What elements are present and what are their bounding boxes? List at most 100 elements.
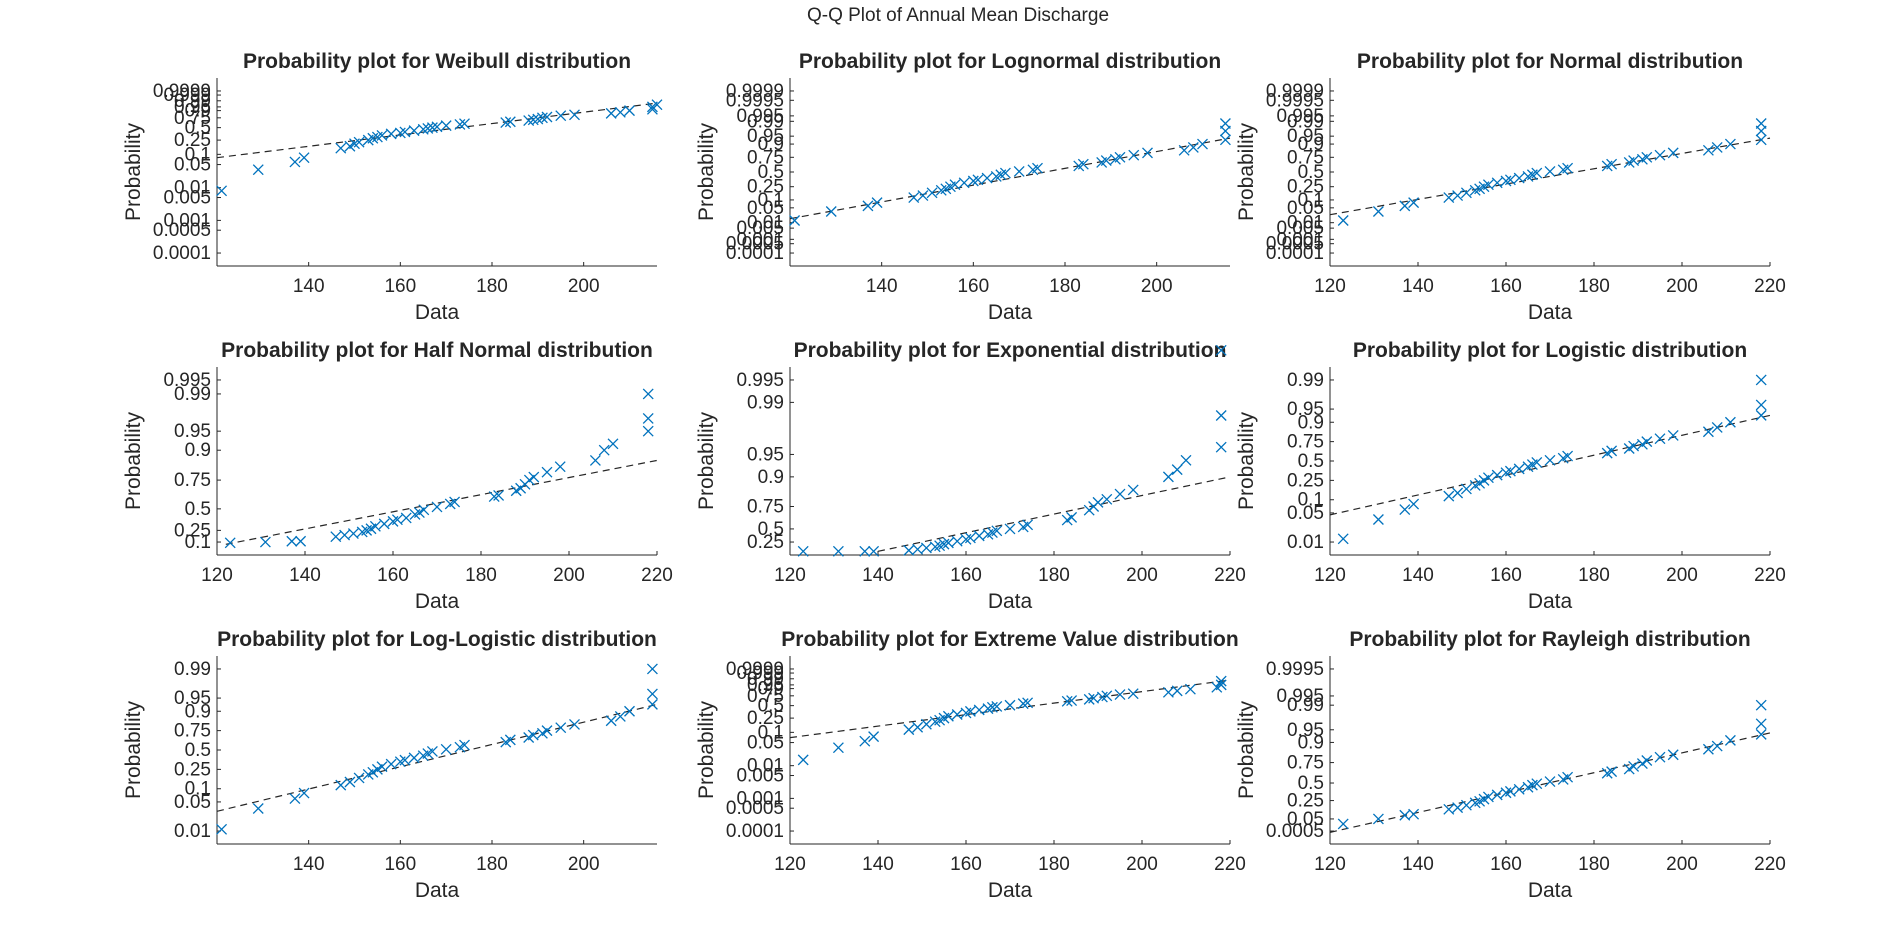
reference-line: [789, 137, 1231, 220]
data-point: [912, 721, 924, 733]
data-point: [951, 535, 963, 547]
y-tick-label: 0.05: [174, 155, 211, 176]
data-point: [1606, 766, 1618, 778]
y-tick-label: 0.995: [736, 106, 784, 127]
y-tick-label: 0.25: [174, 759, 211, 780]
x-axis-label: Data: [1528, 301, 1573, 324]
data-point: [504, 734, 516, 746]
x-tick-label: 120: [1314, 565, 1346, 586]
x-tick-label: 160: [950, 565, 982, 586]
x-tick-label: 120: [1314, 276, 1346, 297]
y-tick-label: 0.5: [758, 162, 784, 183]
x-tick-label: 180: [1578, 276, 1610, 297]
y-tick-label: 0.1: [185, 779, 211, 800]
subplot-8: Probability plot for Extreme Value distr…: [695, 628, 1246, 902]
y-axis-label: Probability: [695, 122, 718, 221]
data-point: [1641, 755, 1653, 766]
data-point: [1337, 215, 1349, 226]
data-point: [541, 466, 553, 478]
data-point: [295, 535, 307, 547]
x-tick-label: 220: [641, 565, 673, 586]
data-point: [868, 545, 880, 557]
y-tick-label: 0.9999: [153, 81, 211, 102]
subplot-2: Probability plot for Lognormal distribut…: [695, 50, 1231, 324]
data-point: [1544, 454, 1556, 466]
data-point: [1755, 718, 1767, 730]
data-point: [1408, 197, 1420, 209]
data-point: [488, 491, 500, 503]
x-tick-label: 180: [476, 276, 508, 297]
data-point: [1755, 728, 1767, 740]
data-point: [614, 711, 626, 722]
y-tick-label: 0.1: [1298, 190, 1324, 211]
reference-line: [1329, 137, 1771, 216]
y-tick-label: 0.05: [1287, 809, 1324, 830]
data-point: [862, 200, 874, 212]
x-tick-label: 120: [774, 565, 806, 586]
reference-line: [1329, 732, 1771, 833]
y-tick-label: 0.95: [747, 126, 784, 147]
x-tick-label: 220: [1754, 854, 1786, 875]
x-tick-label: 160: [957, 276, 989, 297]
y-tick-label: 0.0001: [153, 243, 211, 264]
data-point: [642, 388, 654, 400]
x-tick-label: 200: [1141, 276, 1173, 297]
data-point: [1215, 679, 1227, 691]
data-point: [859, 735, 871, 747]
data-point: [1092, 496, 1104, 508]
data-point: [569, 718, 580, 730]
data-point: [1491, 789, 1503, 801]
y-tick-label: 0.995: [736, 370, 784, 391]
y-tick-label: 0.001: [1276, 229, 1324, 250]
y-tick-label: 0.5: [1298, 451, 1324, 472]
y-tick-label: 0.1: [1298, 490, 1324, 511]
data-point: [991, 701, 1003, 712]
data-point: [1654, 149, 1666, 161]
x-tick-label: 200: [1126, 854, 1158, 875]
data-point: [605, 715, 617, 727]
data-point: [908, 192, 920, 204]
x-tick-label: 160: [1490, 854, 1522, 875]
y-tick-label: 0.0001: [1266, 243, 1324, 264]
x-tick-label: 200: [1126, 565, 1158, 586]
x-tick-label: 180: [1038, 854, 1070, 875]
y-tick-label: 0.25: [747, 708, 784, 729]
y-tick-label: 0.95: [174, 688, 211, 709]
x-axis-label: Data: [988, 301, 1033, 324]
subplot-7: Probability plot for Log-Logistic distri…: [122, 628, 658, 902]
plot-title: Probability plot for Extreme Value distr…: [781, 628, 1238, 651]
data-point: [646, 663, 658, 675]
data-point: [298, 152, 310, 164]
data-point: [1215, 441, 1227, 453]
y-tick-label: 0.9: [758, 467, 784, 488]
data-point: [440, 120, 452, 132]
data-point: [289, 793, 301, 804]
data-point: [1184, 683, 1196, 695]
data-point: [1127, 688, 1139, 700]
y-tick-label: 0.05: [1287, 198, 1324, 219]
x-tick-label: 220: [1754, 276, 1786, 297]
y-tick-label: 0.995: [1276, 686, 1324, 707]
data-point: [216, 823, 228, 835]
y-tick-label: 0.9999: [726, 659, 784, 680]
y-tick-label: 0.9: [185, 101, 211, 122]
data-point: [344, 776, 356, 788]
x-axis-label: Data: [988, 590, 1033, 613]
data-point: [376, 761, 388, 773]
data-point: [1562, 162, 1574, 174]
y-tick-label: 0.999: [163, 85, 211, 106]
y-tick-label: 0.99: [747, 392, 784, 413]
data-point: [1531, 456, 1543, 468]
y-tick-label: 0.99: [747, 669, 784, 690]
data-point: [1215, 410, 1227, 421]
y-tick-label: 0.5: [758, 696, 784, 717]
data-point: [527, 729, 539, 741]
data-point: [917, 190, 929, 201]
data-point: [1606, 445, 1618, 457]
x-tick-label: 160: [377, 565, 409, 586]
data-point: [1022, 519, 1034, 531]
data-point: [1114, 151, 1126, 163]
y-tick-label: 0.005: [736, 766, 784, 787]
data-point: [912, 543, 924, 555]
data-point: [1513, 783, 1525, 795]
